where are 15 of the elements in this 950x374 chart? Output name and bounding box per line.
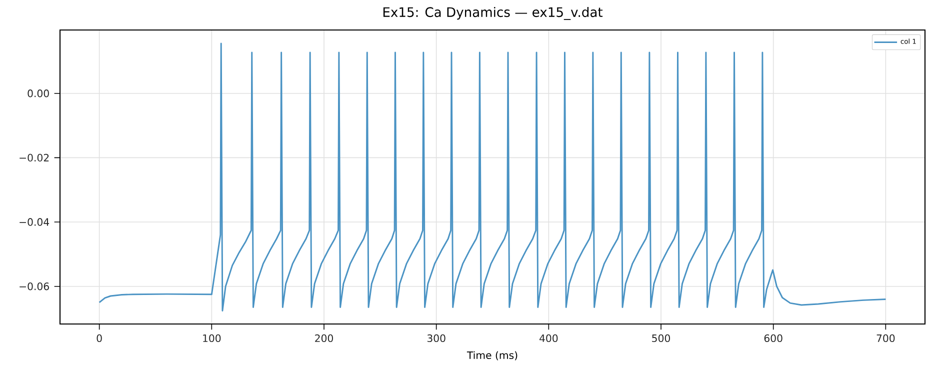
- x-tick-label: 100: [203, 334, 221, 342]
- x-tick-label: 200: [315, 334, 333, 342]
- line-series: [98, 42, 886, 312]
- y-tick-label: −0.04: [20, 218, 50, 226]
- chart-title: Ex15: Ca Dynamics — ex15_v.dat: [383, 6, 603, 20]
- x-axis-title: Time (ms): [466, 351, 518, 360]
- y-tick-label: −0.06: [20, 282, 49, 290]
- x-tick-label: 400: [540, 334, 558, 342]
- x-tick-label: 600: [764, 334, 782, 342]
- y-tick-label: −0.02: [20, 154, 49, 162]
- x-tick-label: 0: [96, 334, 102, 342]
- x-tick-label: 700: [876, 334, 895, 342]
- x-tick-label: 300: [427, 334, 446, 342]
- x-tick-label: 500: [652, 334, 670, 342]
- y-tick-label: 0.00: [28, 90, 49, 98]
